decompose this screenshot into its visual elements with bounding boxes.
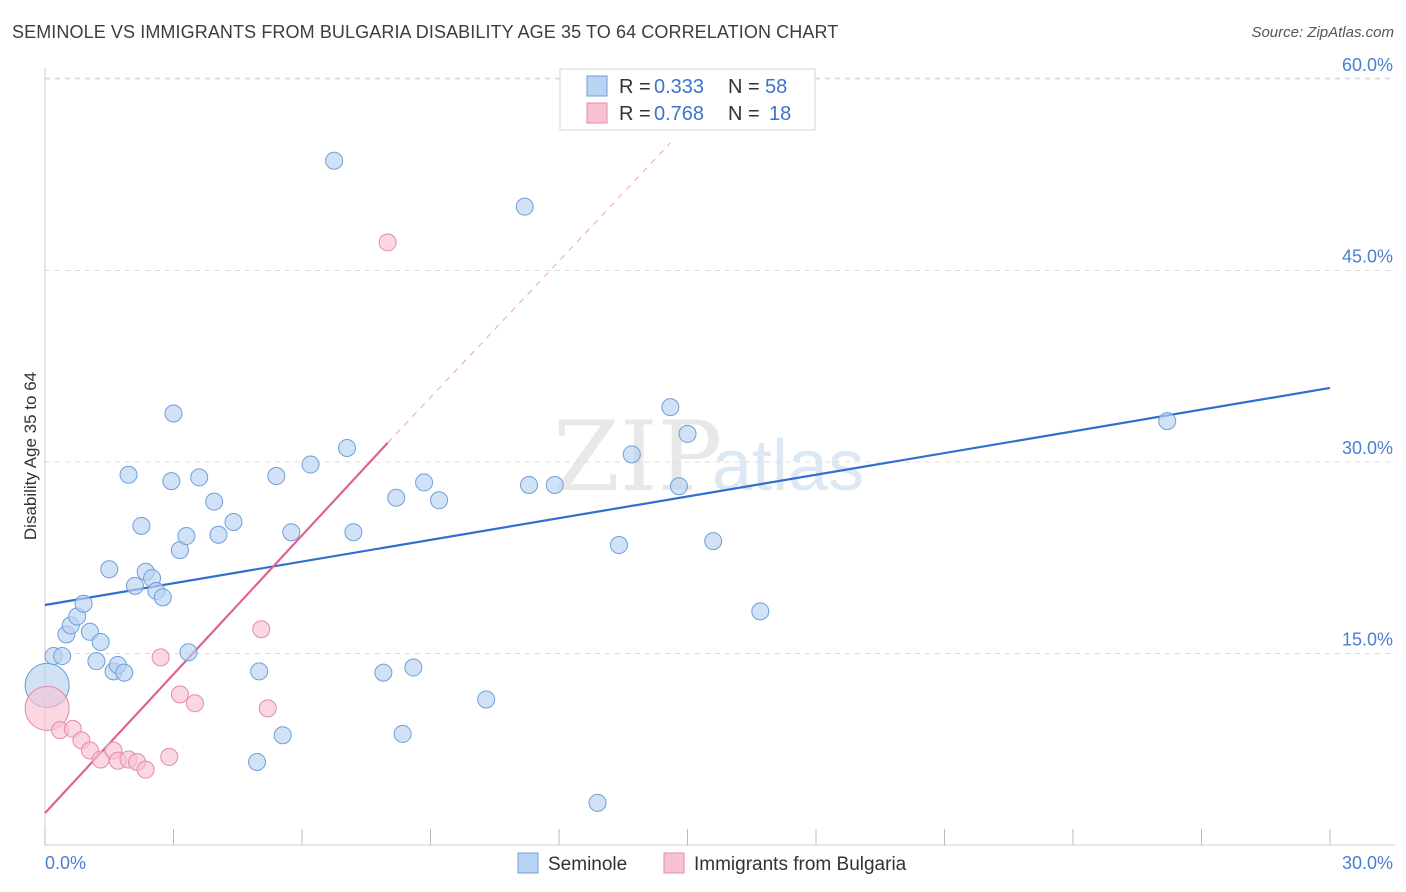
legend-r-value: 0.768 (654, 103, 704, 125)
source-label: Source: ZipAtlas.com (1251, 24, 1394, 41)
bottom-legend-label-bulgaria: Immigrants from Bulgaria (694, 854, 907, 875)
y-tick-label: 15.0% (1342, 630, 1393, 650)
legend-swatch-bulgaria (586, 102, 608, 124)
y-tick-label: 30.0% (1342, 438, 1393, 458)
seminole-point (250, 662, 269, 681)
bottom-legend-swatch-seminole (517, 852, 539, 874)
seminole-point (273, 726, 292, 745)
seminole-point (622, 445, 641, 464)
y-tick-label: 45.0% (1342, 247, 1393, 267)
seminole-point (53, 647, 72, 666)
legend-n-label: N = (728, 103, 760, 125)
seminole-point (374, 663, 393, 682)
seminole-point (177, 527, 196, 546)
seminole-point (267, 467, 286, 486)
seminole-point (588, 793, 607, 812)
legend-n-value: 58 (765, 76, 787, 98)
seminole-point (344, 523, 363, 542)
seminole-point (415, 473, 434, 492)
seminole-point (325, 151, 344, 170)
watermark: ZIP atlas (553, 401, 864, 513)
bulgaria-point (136, 760, 155, 779)
bulgaria-trend-extension (387, 142, 671, 444)
seminole-point (520, 475, 539, 494)
seminole-point (209, 525, 228, 544)
seminole-point (669, 477, 688, 496)
bulgaria-point (151, 648, 170, 667)
bulgaria-point (258, 699, 277, 718)
data-points (24, 151, 1177, 812)
legend: R = 0.333 N = 58 R = 0.768 N = 18 (559, 68, 816, 131)
y-axis-label: Disability Age 35 to 64 (21, 372, 40, 540)
seminole-point (387, 488, 406, 507)
bulgaria-point (24, 685, 70, 731)
seminole-point (393, 724, 412, 743)
chart-title: SEMINOLE VS IMMIGRANTS FROM BULGARIA DIS… (12, 22, 839, 42)
legend-n-value: 18 (769, 103, 791, 125)
legend-r-label: R = (619, 76, 651, 98)
seminole-point (337, 438, 356, 457)
seminole-point (515, 197, 534, 216)
seminole-point (119, 465, 138, 484)
seminole-point (87, 652, 106, 671)
seminole-point (153, 588, 172, 607)
seminole-trend-line (44, 386, 1331, 607)
seminole-point (477, 690, 496, 709)
bulgaria-point (185, 694, 204, 713)
seminole-point (91, 633, 110, 652)
gridlines (45, 77, 1395, 654)
seminole-point (1158, 412, 1177, 431)
legend-r-label: R = (619, 103, 651, 125)
watermark-atlas: atlas (712, 426, 864, 506)
legend-swatch-seminole (586, 75, 608, 97)
seminole-point (282, 523, 301, 542)
seminole-point (404, 658, 423, 677)
seminole-point (115, 663, 134, 682)
seminole-point (162, 472, 181, 491)
tick-labels: 15.0% 30.0% 45.0% 60.0% 0.0% 30.0% (45, 55, 1393, 873)
x-tick-label: 0.0% (45, 853, 86, 873)
bulgaria-point (160, 747, 179, 766)
seminole-point (190, 468, 209, 487)
seminole-point (205, 492, 224, 511)
seminole-point (74, 594, 93, 613)
bulgaria-point (170, 685, 189, 704)
seminole-point (132, 516, 151, 535)
seminole-point (661, 398, 680, 417)
legend-n-label: N = (728, 76, 760, 98)
bottom-legend: Seminole Immigrants from Bulgaria (517, 852, 907, 875)
seminole-point (248, 753, 267, 772)
seminole-point (751, 602, 770, 621)
seminole-point (430, 491, 449, 510)
bulgaria-point (252, 620, 271, 639)
seminole-point (224, 513, 243, 532)
seminole-point (164, 404, 183, 423)
bulgaria-point (378, 233, 397, 252)
y-tick-label: 60.0% (1342, 55, 1393, 75)
bottom-legend-label-seminole: Seminole (548, 854, 627, 875)
seminole-point (609, 535, 628, 554)
seminole-point (125, 576, 144, 595)
seminole-point (545, 475, 564, 494)
bottom-legend-swatch-bulgaria (663, 852, 685, 874)
seminole-point (179, 643, 198, 662)
seminole-point (100, 560, 119, 579)
x-tick-label: 30.0% (1342, 853, 1393, 873)
legend-r-value: 0.333 (654, 76, 704, 98)
seminole-point (301, 455, 320, 474)
seminole-point (678, 424, 697, 443)
seminole-point (704, 532, 723, 551)
